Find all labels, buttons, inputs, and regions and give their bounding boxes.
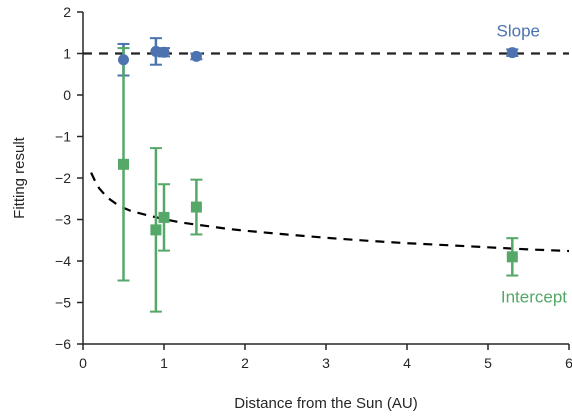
slope-point: [190, 50, 202, 62]
y-axis-ticks: 2 1 0 −1 −2 −3 −4 −5 −6: [55, 4, 83, 352]
slope-point: [150, 45, 162, 57]
x-axis-title: Distance from the Sun (AU): [234, 395, 417, 412]
y-tick-label: −6: [55, 336, 71, 352]
intercept-annotation: Intercept: [501, 287, 567, 306]
intercept-point: [190, 201, 202, 213]
intercept-point: [158, 211, 170, 223]
y-tick-label: 2: [63, 4, 71, 20]
x-axis-ticks: 0 1 2 3 4 5 6: [79, 344, 572, 371]
data-marks: [117, 37, 519, 313]
x-tick-label: 6: [565, 355, 572, 371]
y-tick-label: 1: [63, 46, 71, 62]
y-axis-title: Fitting result: [11, 136, 28, 219]
x-tick-label: 2: [241, 355, 249, 371]
y-tick-label: −3: [55, 212, 71, 228]
y-tick-label: −2: [55, 170, 71, 186]
x-tick-label: 3: [322, 355, 330, 371]
slope-annotation: Slope: [497, 22, 540, 41]
x-tick-label: 1: [160, 355, 168, 371]
slope-point: [506, 47, 518, 59]
x-tick-label: 4: [403, 355, 411, 371]
x-tick-label: 0: [79, 355, 87, 371]
y-tick-label: −4: [55, 253, 71, 269]
x-tick-label: 5: [484, 355, 492, 371]
y-tick-label: 0: [63, 87, 71, 103]
slope-point: [118, 54, 129, 66]
intercept-point: [118, 158, 129, 170]
y-tick-label: −1: [55, 129, 71, 145]
model-curve: [90, 172, 570, 253]
slope-point: [158, 46, 170, 58]
intercept-point: [506, 251, 518, 263]
y-tick-label: −5: [55, 295, 71, 311]
intercept-point: [150, 224, 162, 236]
